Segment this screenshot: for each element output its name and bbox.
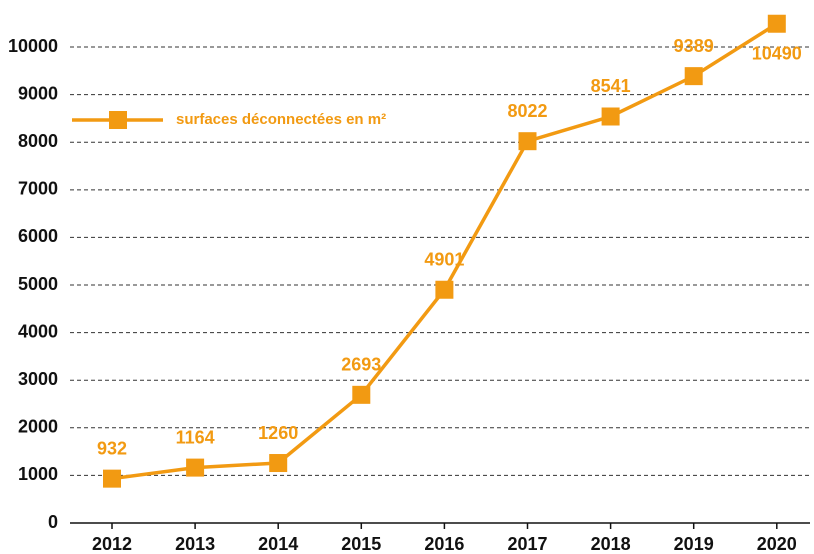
y-tick-label: 7000 [18,179,58,199]
x-tick-label: 2014 [258,534,298,554]
value-label: 4901 [424,249,464,269]
y-tick-label: 9000 [18,83,58,103]
marker [435,280,454,299]
marker [352,385,371,404]
y-tick-label: 3000 [18,369,58,389]
value-label: 2693 [341,355,381,375]
marker [518,132,537,151]
value-label: 9389 [674,36,714,56]
x-tick-label: 2013 [175,534,215,554]
value-label: 8541 [591,76,631,96]
value-label: 932 [97,438,127,458]
y-tick-label: 1000 [18,464,58,484]
x-tick-label: 2019 [674,534,714,554]
y-tick-label: 10000 [8,36,58,56]
marker [684,67,703,86]
marker [601,107,620,126]
value-label: 8022 [507,101,547,121]
legend-label: surfaces déconnectées en m² [176,111,386,128]
legend-marker [109,111,127,129]
x-tick-label: 2016 [424,534,464,554]
x-tick-label: 2015 [341,534,381,554]
y-tick-label: 6000 [18,226,58,246]
y-tick-label: 5000 [18,274,58,294]
value-label: 1260 [258,423,298,443]
x-tick-label: 2017 [507,534,547,554]
x-tick-label: 2018 [591,534,631,554]
marker [767,14,786,33]
x-tick-label: 2020 [757,534,797,554]
marker [269,454,288,473]
marker [103,469,121,488]
y-tick-label: 4000 [18,321,58,341]
y-tick-label: 2000 [18,417,58,437]
y-tick-label: 0 [48,512,58,532]
x-tick-label: 2012 [92,534,132,554]
marker [186,458,205,477]
value-label: 1164 [176,427,215,447]
y-tick-label: 8000 [18,131,58,151]
value-label: 10490 [752,43,802,63]
